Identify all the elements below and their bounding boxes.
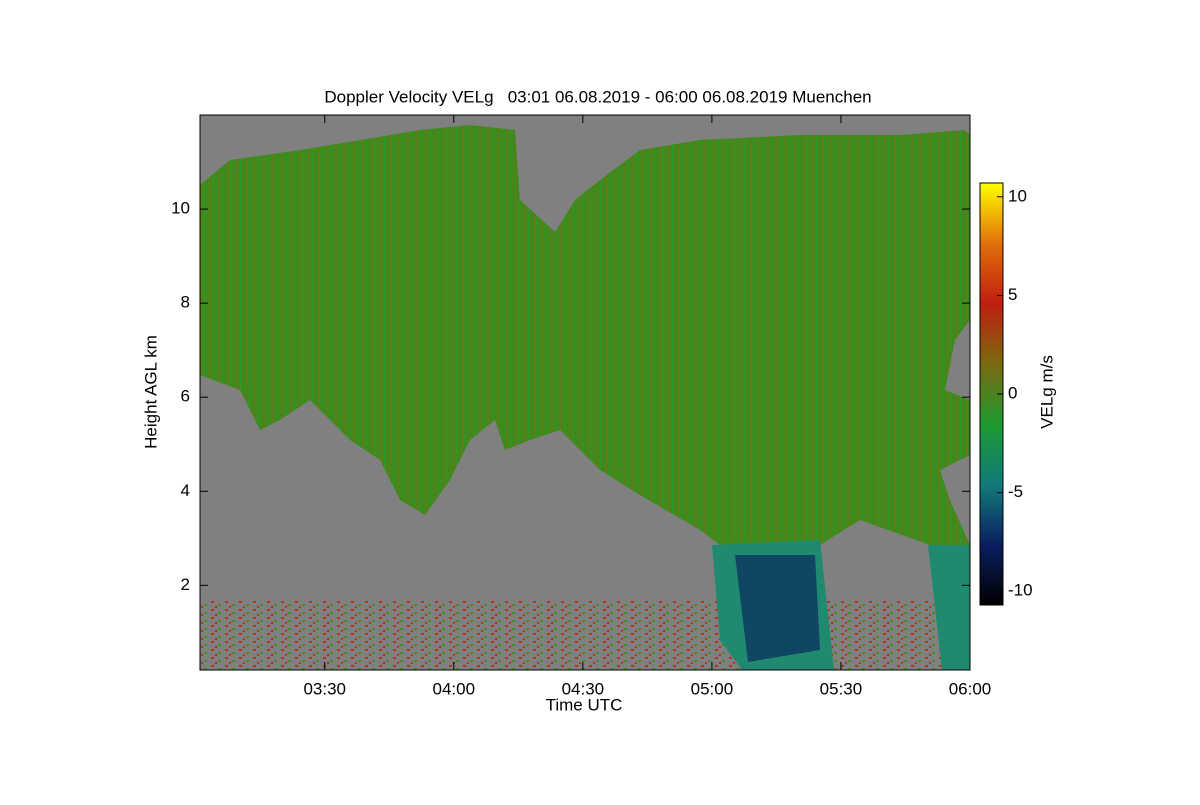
y-tick-label: 2 xyxy=(181,575,190,594)
x-tick-label: 05:00 xyxy=(691,679,734,698)
x-tick-label: 04:30 xyxy=(562,679,605,698)
colorbar-tick-label: -5 xyxy=(1008,482,1023,501)
x-tick-label: 06:00 xyxy=(949,679,992,698)
chart-title: Doppler Velocity VELg 03:01 06.08.2019 -… xyxy=(324,87,871,106)
x-tick-label: 04:00 xyxy=(433,679,476,698)
rain-core xyxy=(735,555,820,662)
x-tick-label: 03:30 xyxy=(303,679,346,698)
cloud-echo xyxy=(200,125,970,545)
x-axis-label: Time UTC xyxy=(546,695,623,714)
colorbar-tick-label: 10 xyxy=(1008,186,1027,205)
y-tick-label: 10 xyxy=(171,199,190,218)
colorbar-tick-label: 5 xyxy=(1008,285,1017,304)
y-tick-label: 4 xyxy=(181,481,190,500)
plot-frame xyxy=(199,114,971,671)
y-tick-label: 8 xyxy=(181,293,190,312)
y-axis-label: Height AGL km xyxy=(141,335,160,449)
x-tick-label: 05:30 xyxy=(820,679,863,698)
near-surface-echo xyxy=(200,600,970,670)
colorbar-label: VELg m/s xyxy=(1037,355,1056,429)
rain-shaft xyxy=(928,545,970,670)
y-tick-label: 6 xyxy=(181,387,190,406)
colorbar-tick-label: -10 xyxy=(1008,581,1033,600)
colorbar-tick-label: 0 xyxy=(1008,383,1017,402)
